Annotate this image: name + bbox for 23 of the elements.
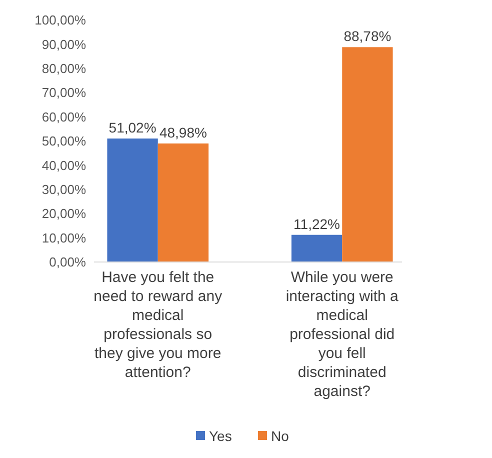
y-tick-label: 60,00% <box>42 109 86 124</box>
y-tick-label: 80,00% <box>42 60 86 76</box>
y-tick-label: 0,00% <box>49 254 86 270</box>
y-tick-label: 50,00% <box>42 134 86 149</box>
x-tick-label: Have you felt the need to reward any medical professionals so they give you more attention? <box>94 269 223 381</box>
y-tick-label: 20,00% <box>42 206 86 222</box>
bar <box>291 234 342 262</box>
x-tick-label: While you were interacting with a medical professional did you fell discriminated against? <box>286 269 400 400</box>
y-tick-label: 30,00% <box>42 182 86 197</box>
data-label: 11,22% <box>294 216 340 232</box>
y-tick-label: 40,00% <box>42 158 86 173</box>
legend-label: Yes <box>209 428 232 444</box>
y-tick-label: 10,00% <box>42 230 86 246</box>
data-label: 51,02% <box>108 120 156 136</box>
bar <box>158 143 209 262</box>
bar <box>342 47 393 262</box>
bar <box>107 138 158 262</box>
y-tick-label: 70,00% <box>42 85 86 100</box>
data-label: 88,78% <box>344 28 392 44</box>
y-tick-label: 100,00% <box>34 12 86 28</box>
legend-label: No <box>271 428 290 444</box>
y-tick-label: 90,00% <box>42 36 86 52</box>
data-label: 48,98% <box>159 124 207 140</box>
